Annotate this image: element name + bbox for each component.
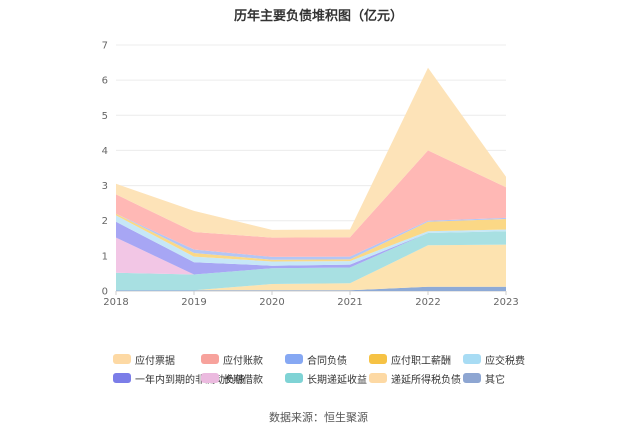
y-tick-label: 4: [102, 146, 108, 157]
legend-item[interactable]: 长期递延收益: [285, 372, 369, 386]
legend-item[interactable]: 长期借款: [201, 372, 285, 386]
legend-swatch: [463, 373, 481, 383]
y-tick-label: 6: [102, 76, 108, 87]
x-tick-label: 2021: [337, 297, 362, 308]
area-series: [116, 231, 506, 291]
legend-item[interactable]: 应付票据: [113, 353, 201, 367]
y-tick-label: 7: [102, 41, 108, 52]
area-series: [116, 67, 506, 238]
area-series: [116, 231, 506, 275]
legend-swatch: [113, 373, 131, 383]
legend-label: 递延所得税负债: [391, 374, 461, 386]
legend-label: 合同负债: [307, 355, 347, 367]
x-tick-label: 2023: [493, 297, 518, 308]
y-tick-label: 5: [102, 111, 108, 122]
legend-label: 长期借款: [223, 374, 263, 386]
x-tick-label: 2019: [181, 297, 206, 308]
y-tick-label: 3: [102, 181, 108, 192]
x-tick-label: 2018: [103, 297, 128, 308]
y-tick-label: 0: [102, 287, 108, 298]
legend-swatch: [201, 354, 219, 364]
area-series: [116, 150, 506, 257]
data-source: 数据来源：恒生聚源: [269, 411, 368, 424]
legend-item[interactable]: 合同负债: [285, 353, 369, 367]
legend-label: 应付票据: [135, 355, 175, 367]
legend-item[interactable]: 应交税费: [463, 353, 553, 367]
legend-item[interactable]: 应付账款: [201, 353, 285, 367]
y-tick-label: 1: [102, 251, 108, 262]
legend-swatch: [369, 373, 387, 383]
chart-legend: 应付票据 应付账款 合同负债 应付职工薪酬 应交税费一年内到期的非流动负债 长期借款 长期递…: [113, 353, 573, 386]
area-series: [116, 286, 506, 291]
chart-title: 历年主要负债堆积图（亿元）: [233, 9, 403, 24]
legend-swatch: [463, 354, 481, 364]
legend-item[interactable]: 递延所得税负债: [369, 372, 463, 386]
x-tick-label: 2020: [259, 297, 284, 308]
legend-label: 应交税费: [485, 355, 525, 367]
legend-swatch: [201, 373, 219, 383]
legend-item[interactable]: 其它: [463, 372, 553, 386]
legend-swatch: [113, 354, 131, 364]
area-series: [116, 244, 506, 291]
legend-item[interactable]: 应付职工薪酬: [369, 353, 463, 367]
legend-item[interactable]: 一年内到期的非流动负债: [113, 372, 245, 386]
y-tick-label: 2: [102, 216, 108, 227]
legend-swatch: [369, 354, 387, 364]
x-tick-label: 2022: [415, 297, 440, 308]
legend-label: 一年内到期的非流动负债: [135, 374, 245, 386]
legend-label: 长期递延收益: [307, 374, 367, 386]
legend-label: 应付职工薪酬: [391, 355, 451, 367]
legend-label: 应付账款: [223, 355, 263, 367]
legend-swatch: [285, 373, 303, 383]
legend-label: 其它: [485, 374, 505, 386]
stacked-area-chart: 0 1 2 3 4 5 6 7 2018 2019 2020 2021 2022 2023: [102, 41, 519, 309]
legend-swatch: [285, 354, 303, 364]
